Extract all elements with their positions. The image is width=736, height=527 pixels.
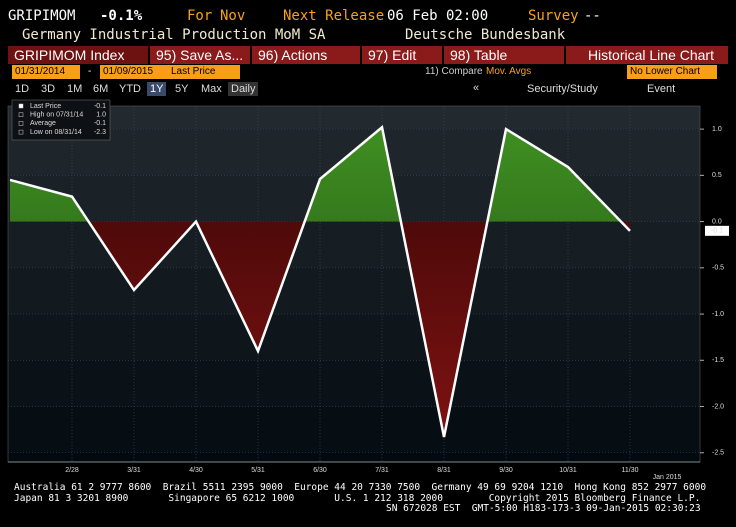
x-tick-label: 3/31 (127, 467, 141, 474)
collapse[interactable]: « (473, 82, 480, 94)
legend-value: 1.0 (96, 112, 106, 119)
study[interactable]: Security/Study (527, 83, 598, 95)
last-label-box (705, 225, 729, 236)
frequency[interactable]: Daily (228, 82, 259, 96)
button[interactable]: 95) Save As... (150, 46, 250, 64)
period-option[interactable]: 1Y (147, 82, 167, 96)
legend-label: Last Price (30, 103, 61, 110)
release: 06 Feb 02:00 (387, 8, 489, 24)
y-tick-label: 0.0 (712, 218, 722, 225)
y-tick-label: 0.5 (712, 172, 722, 179)
y-tick-label: 1.0 (712, 126, 722, 133)
button[interactable]: 98) Table (444, 46, 564, 64)
x-tick-label: 8/31 (437, 467, 451, 474)
period-option[interactable]: YTD (119, 83, 141, 95)
legend-swatch (18, 129, 24, 135)
change: -0.1% (100, 8, 143, 24)
button[interactable]: 97) Edit (362, 46, 442, 64)
period-option[interactable]: 5Y (175, 83, 189, 95)
chart: 1.0 0.5 0.0 -0.5 -1.0 -1.5 -2.0 -2.5 2/28 3/31 4/3… (7, 99, 729, 480)
y-tick-label: -1.5 (712, 357, 724, 364)
separator: - (88, 66, 92, 77)
legend-box (11, 99, 111, 141)
x-tick-label: 11/30 (622, 467, 639, 474)
end-date[interactable]: 01/09/2015 (100, 65, 168, 79)
legend-label: Average (30, 120, 56, 127)
footer-line: Japan 81 3 3201 8900 Singapore 65 6212 1… (14, 493, 701, 504)
period-option[interactable]: Max (201, 83, 222, 95)
legend-value: -2.3 (94, 129, 106, 136)
legend-value: -0.1 (94, 120, 106, 127)
release-label: Next Release (283, 8, 385, 24)
line (9, 124, 631, 438)
legend-swatch (18, 121, 24, 126)
y-tick-label: -0.5 (712, 265, 724, 272)
x-tick-label: 7/31 (375, 467, 389, 474)
plot-band (8, 360, 700, 407)
legend-label: Low on 08/31/14 (30, 129, 82, 136)
security[interactable]: GRIPIMOM Index (8, 46, 148, 64)
legend-swatch (18, 103, 24, 109)
x-tick-label: 5/31 (251, 467, 265, 474)
legend-label: High on 07/31/14 (30, 112, 83, 119)
y-tick-label: -1.0 (712, 311, 724, 318)
area-below (88, 221, 630, 438)
footer-line: SN 672028 EST GMT-5:00 H183-173-3 09-Jan… (386, 503, 701, 514)
x-tick-label: 9/30 (499, 467, 513, 474)
compare[interactable]: 11) Compare (425, 66, 483, 77)
start-date[interactable]: 01/31/2014 (12, 65, 80, 79)
view-title: Historical Line Chart (566, 46, 728, 64)
event[interactable]: Event (647, 83, 676, 95)
ticker: GRIPIMOM (8, 8, 76, 24)
period-option[interactable]: 3D (41, 83, 56, 95)
x-tick-label: 2/28 (65, 467, 79, 474)
plot-band (8, 314, 700, 361)
legend-swatch (18, 112, 24, 117)
footer-line: Australia 61 2 9777 8600 Brazil 5511 239… (14, 482, 707, 493)
lower-chart[interactable]: No Lower Chart (627, 65, 717, 79)
field[interactable]: Last Price (168, 65, 240, 79)
period-label: For (187, 8, 213, 24)
survey: -- (584, 8, 601, 24)
plot-band (8, 406, 700, 453)
x-tick-label: 10/31 (559, 467, 577, 474)
area-above (10, 127, 630, 222)
description: Germany Industrial Production MoM SA (22, 27, 326, 43)
y-tick-label: -2.5 (712, 450, 724, 457)
period: Nov (220, 8, 246, 24)
legend-value: -0.1 (94, 103, 106, 110)
plot-band (8, 452, 700, 462)
button[interactable]: 96) Actions (252, 46, 360, 64)
x-tick-label: 6/30 (313, 467, 327, 474)
plot-band (8, 106, 700, 130)
period-option[interactable]: 6M (93, 83, 109, 95)
source: Deutsche Bundesbank (405, 27, 566, 43)
period-option[interactable]: 1D (15, 83, 30, 95)
x-tick-label: 4/30 (189, 467, 203, 474)
plot-band (8, 267, 700, 315)
survey-label: Survey (528, 8, 579, 24)
compare-option[interactable]: Mov. Avgs (486, 66, 532, 77)
last-label: -0.1 (711, 228, 723, 235)
period-option[interactable]: 1M (67, 83, 83, 95)
axis-note: Jan 2015 (653, 474, 682, 480)
y-tick-label: -2.0 (712, 403, 724, 410)
